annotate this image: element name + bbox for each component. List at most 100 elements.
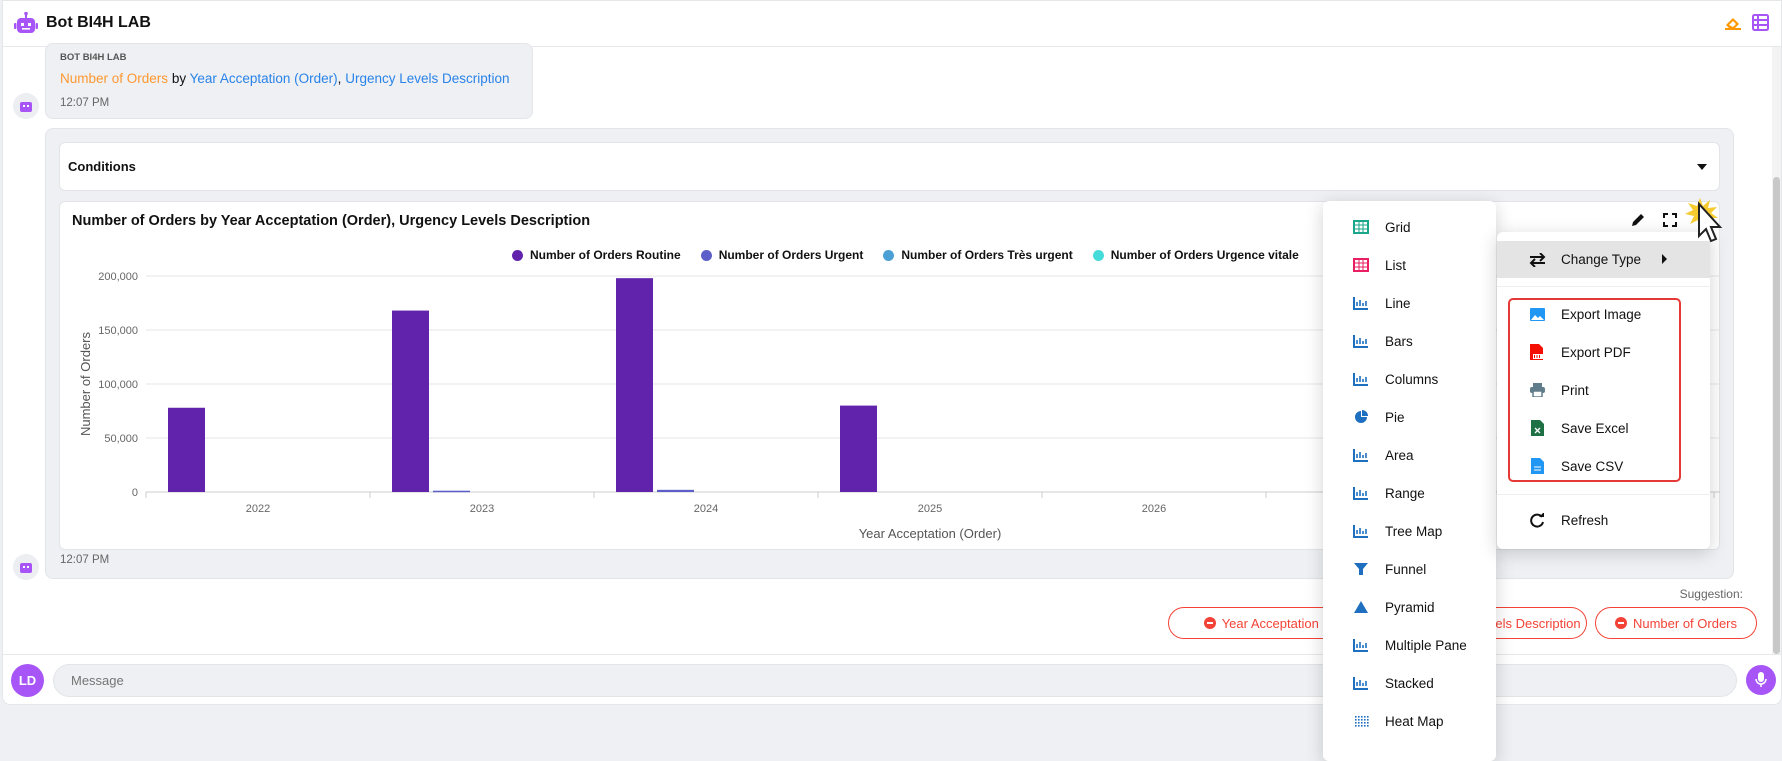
chart-type-pie[interactable]: Pie bbox=[1323, 399, 1496, 435]
legend-marker bbox=[883, 249, 895, 261]
refresh-icon bbox=[1527, 512, 1547, 528]
list-icon[interactable] bbox=[1752, 14, 1769, 31]
menu-label: Print bbox=[1561, 382, 1589, 398]
swap-icon bbox=[1527, 252, 1547, 267]
scrollbar-thumb[interactable] bbox=[1773, 177, 1780, 654]
microphone-icon bbox=[1755, 672, 1767, 687]
chart-type-heat-map[interactable]: Heat Map bbox=[1323, 703, 1496, 739]
caret-down-icon[interactable] bbox=[1697, 164, 1707, 170]
fullscreen-icon[interactable] bbox=[1663, 213, 1677, 227]
menu-label: Change Type bbox=[1561, 252, 1642, 267]
user-avatar: LD bbox=[11, 664, 44, 697]
message-sender: BOT BI4H LAB bbox=[60, 52, 127, 63]
chart-type-funnel[interactable]: Funnel bbox=[1323, 551, 1496, 587]
y-tick-label: 200,000 bbox=[98, 271, 138, 283]
pdf-icon bbox=[1527, 344, 1547, 360]
funnel-icon bbox=[1351, 562, 1371, 576]
y-tick-label: 50,000 bbox=[104, 433, 138, 445]
chart-type-pyramid[interactable]: Pyramid bbox=[1323, 589, 1496, 625]
y-axis-title: Number of Orders bbox=[78, 331, 93, 436]
menu-item-export-image[interactable]: Export Image bbox=[1497, 296, 1710, 332]
bar-2024-1 bbox=[657, 489, 694, 492]
menu-item-export-pdf[interactable]: Export PDF bbox=[1497, 334, 1710, 370]
heatmap-icon bbox=[1351, 714, 1371, 728]
menu-label: Tree Map bbox=[1385, 523, 1443, 539]
x-tick-label: 2026 bbox=[1142, 503, 1166, 515]
menu-label: Multiple Pane bbox=[1385, 637, 1467, 653]
bar-2022-0 bbox=[168, 407, 205, 492]
printer-icon bbox=[1527, 383, 1547, 397]
legend-marker bbox=[1092, 249, 1104, 261]
chart-context-menu: Change Type Export Image Export PDF Prin… bbox=[1497, 232, 1710, 549]
list-icon bbox=[1351, 258, 1371, 272]
highlight-box bbox=[1508, 298, 1681, 482]
mic-button[interactable] bbox=[1746, 665, 1776, 695]
suggestion-chip[interactable]: Number of Orders bbox=[1595, 607, 1757, 639]
legend-item[interactable]: Number of Orders Routine bbox=[512, 248, 681, 262]
bar-2024-0 bbox=[616, 278, 653, 492]
menu-label: Line bbox=[1385, 295, 1411, 311]
menu-label: Pie bbox=[1385, 409, 1405, 425]
menu-label: Export Image bbox=[1561, 306, 1642, 322]
conditions-panel[interactable]: Conditions bbox=[59, 142, 1720, 191]
chart-type-multiple-pane[interactable]: Multiple Pane bbox=[1323, 627, 1496, 663]
legend-item[interactable]: Number of Orders Urgence vitale bbox=[1092, 248, 1299, 262]
bar-2025-0 bbox=[840, 405, 877, 492]
chart-type-list[interactable]: List bbox=[1323, 247, 1496, 283]
divider bbox=[3, 654, 1781, 655]
pencil-icon[interactable] bbox=[1630, 212, 1646, 228]
x-axis-title: Year Acceptation (Order) bbox=[859, 526, 1002, 541]
legend-label: Number of Orders Urgence vitale bbox=[1110, 248, 1299, 262]
legend-item[interactable]: Number of Orders Urgent bbox=[700, 248, 863, 262]
message-sep: , bbox=[337, 71, 342, 86]
bot-avatar bbox=[13, 93, 39, 119]
y-tick-label: 0 bbox=[132, 487, 138, 499]
chart-type-tree-map[interactable]: Tree Map bbox=[1323, 513, 1496, 549]
grid-icon bbox=[1351, 220, 1371, 234]
menu-label: Range bbox=[1385, 485, 1425, 501]
x-tick-label: 2022 bbox=[246, 503, 270, 515]
chart-type-columns[interactable]: Columns bbox=[1323, 361, 1496, 397]
menu-label: Save Excel bbox=[1561, 420, 1629, 436]
chip-label: Number of Orders bbox=[1632, 615, 1738, 631]
pie-chart-icon bbox=[1351, 410, 1371, 424]
robot-icon bbox=[14, 12, 38, 33]
legend-item[interactable]: Number of Orders Très urgent bbox=[883, 248, 1073, 262]
chart-type-grid[interactable]: Grid bbox=[1323, 209, 1496, 245]
chart-message-time: 12:07 PM bbox=[60, 554, 110, 566]
scrollbar[interactable] bbox=[1772, 47, 1781, 654]
dimension-link[interactable]: Urgency Levels Description bbox=[345, 71, 510, 86]
x-tick-label: 2024 bbox=[694, 503, 718, 515]
image-icon bbox=[1527, 307, 1547, 321]
dimension-link[interactable]: Year Acceptation (Order) bbox=[189, 71, 338, 86]
chart-type-menu: Grid List Line Bars Columns Pie Area Range Tree … bbox=[1323, 201, 1496, 761]
chart-type-stacked[interactable]: Stacked bbox=[1323, 665, 1496, 701]
chart-type-line[interactable]: Line bbox=[1323, 285, 1496, 321]
menu-item-change-type[interactable]: Change Type bbox=[1497, 241, 1710, 278]
chart-type-range[interactable]: Range bbox=[1323, 475, 1496, 511]
menu-item-save-csv[interactable]: Save CSV bbox=[1497, 448, 1710, 484]
robot-icon bbox=[20, 102, 32, 112]
remove-icon bbox=[1614, 617, 1627, 629]
menu-item-save-excel[interactable]: Save Excel bbox=[1497, 410, 1710, 446]
bot-message: BOT BI4H LAB Number of Orders by Year Ac… bbox=[45, 43, 533, 119]
menu-label: Grid bbox=[1385, 219, 1411, 235]
menu-label: Refresh bbox=[1561, 512, 1609, 528]
chart-type-area[interactable]: Area bbox=[1323, 437, 1496, 473]
csv-file-icon bbox=[1527, 458, 1547, 474]
menu-label: List bbox=[1385, 257, 1407, 273]
eraser-icon[interactable] bbox=[1724, 15, 1742, 31]
menu-label: Columns bbox=[1385, 371, 1439, 387]
area-chart-icon bbox=[1351, 448, 1371, 462]
bar-2023-1 bbox=[433, 490, 470, 493]
chart-type-bars[interactable]: Bars bbox=[1323, 323, 1496, 359]
line-chart-icon bbox=[1351, 296, 1371, 310]
mouse-cursor-icon bbox=[1685, 198, 1723, 243]
suggestion-label: Suggestion: bbox=[1679, 587, 1743, 601]
column-chart-icon bbox=[1351, 372, 1371, 386]
menu-label: Funnel bbox=[1385, 561, 1427, 577]
menu-item-print[interactable]: Print bbox=[1497, 372, 1710, 408]
measure-link[interactable]: Number of Orders bbox=[60, 71, 169, 86]
bot-avatar bbox=[13, 554, 39, 580]
menu-item-refresh[interactable]: Refresh bbox=[1497, 502, 1710, 538]
